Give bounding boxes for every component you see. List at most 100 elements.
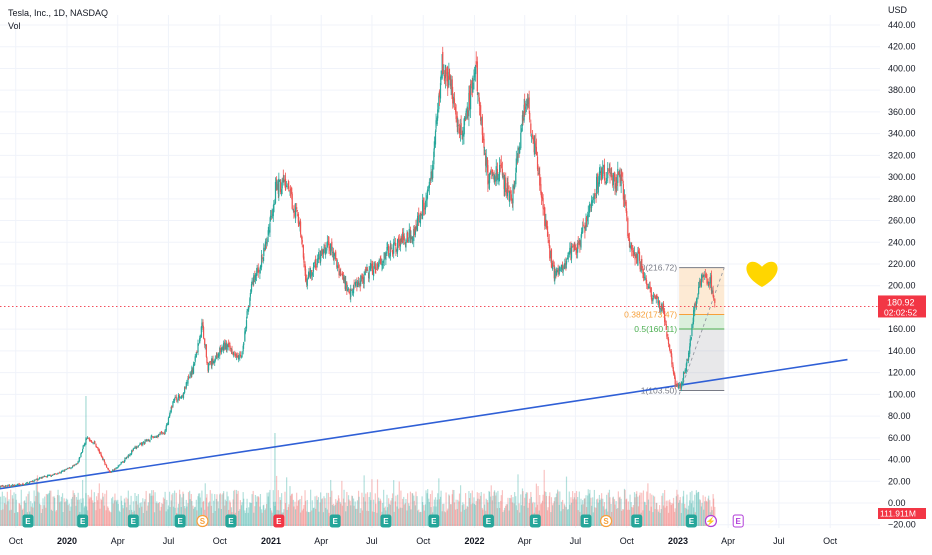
volume-bar <box>668 513 669 526</box>
volume-bar <box>444 511 445 526</box>
symbol-title[interactable]: Tesla, Inc., 1D, NASDAQ <box>8 7 108 20</box>
candle <box>330 244 331 252</box>
candle <box>245 330 246 333</box>
candle <box>504 180 505 192</box>
volume-bar <box>348 500 349 526</box>
volume-bar <box>514 492 515 526</box>
candle <box>166 423 167 426</box>
candle <box>176 397 177 400</box>
candle <box>405 240 406 248</box>
volume-bar <box>424 511 425 526</box>
volume-bar <box>298 500 299 526</box>
volume-bar <box>616 509 617 526</box>
candle <box>295 207 296 218</box>
candle <box>17 484 18 485</box>
volume-bar <box>54 498 55 526</box>
volume-bar <box>409 506 410 526</box>
candle <box>258 271 259 272</box>
volume-bar <box>17 512 18 526</box>
candle <box>54 473 55 474</box>
volume-bar <box>315 509 316 526</box>
volume-bar <box>355 509 356 526</box>
candle <box>491 172 492 173</box>
candle <box>343 275 344 281</box>
candle <box>1 486 2 487</box>
time-tick-label: Jul <box>163 536 175 546</box>
volume-bar <box>9 510 10 526</box>
price-tick-label: 100.00 <box>888 389 916 399</box>
candle <box>307 279 308 286</box>
volume-bar <box>621 511 622 526</box>
candle <box>191 367 192 375</box>
volume-bar <box>272 513 273 526</box>
candle <box>646 283 647 285</box>
volume-legend-label[interactable]: Vol <box>8 20 108 33</box>
volume-bar <box>350 505 351 526</box>
volume-bar <box>191 501 192 526</box>
candle <box>628 233 629 238</box>
candle <box>176 401 177 402</box>
volume-bar <box>154 492 155 526</box>
candle <box>471 81 472 86</box>
volume-bar <box>394 512 395 526</box>
candle <box>151 436 152 437</box>
volume-bar <box>392 493 393 526</box>
candle <box>328 242 329 248</box>
candle <box>359 283 360 284</box>
price-tick-label: 220.00 <box>888 259 916 269</box>
candle <box>639 263 640 269</box>
volume-bar <box>417 511 418 526</box>
candle <box>201 323 202 328</box>
candle <box>297 210 298 211</box>
volume-bar <box>307 500 308 526</box>
volume-bar <box>345 511 346 526</box>
earnings-icon-glyph: E <box>486 517 492 526</box>
candle <box>549 240 550 246</box>
candle <box>338 265 339 275</box>
volume-bar <box>658 512 659 526</box>
volume-bar <box>328 513 329 526</box>
volume-bar <box>561 502 562 526</box>
volume-bar <box>646 492 647 526</box>
candle <box>32 481 33 482</box>
candle <box>370 264 371 269</box>
candle <box>439 91 440 97</box>
volume-bar <box>551 497 552 526</box>
volume-bar <box>619 497 620 526</box>
candle <box>326 248 327 251</box>
volume-bar <box>59 502 60 526</box>
candle <box>417 216 418 226</box>
volume-bar <box>114 494 115 526</box>
candle <box>66 469 67 470</box>
candle <box>556 270 557 275</box>
candle <box>205 344 206 345</box>
candle <box>681 383 682 384</box>
candle <box>194 362 195 365</box>
candle <box>636 254 637 263</box>
earnings-icon-glyph: E <box>383 517 389 526</box>
volume-bar <box>146 511 147 526</box>
candle <box>69 468 70 469</box>
earnings-icon-glyph: E <box>228 517 234 526</box>
volume-bar <box>211 494 212 526</box>
candle <box>21 485 22 486</box>
volume-bar <box>149 493 150 526</box>
candle <box>695 304 696 306</box>
volume-bar <box>66 499 67 526</box>
volume-bar <box>579 512 580 526</box>
candle <box>531 136 532 137</box>
volume-bar <box>260 494 261 526</box>
volume-bar <box>574 493 575 526</box>
candle <box>522 118 523 121</box>
time-tick-label: Apr <box>518 536 532 546</box>
candle <box>658 301 659 303</box>
volume-bar <box>12 499 13 526</box>
volume-bar <box>73 490 74 526</box>
split-icon-glyph: S <box>200 517 206 526</box>
candle <box>121 462 122 463</box>
candle <box>2 486 3 487</box>
volume-bar <box>379 501 380 526</box>
volume-bar <box>325 508 326 526</box>
